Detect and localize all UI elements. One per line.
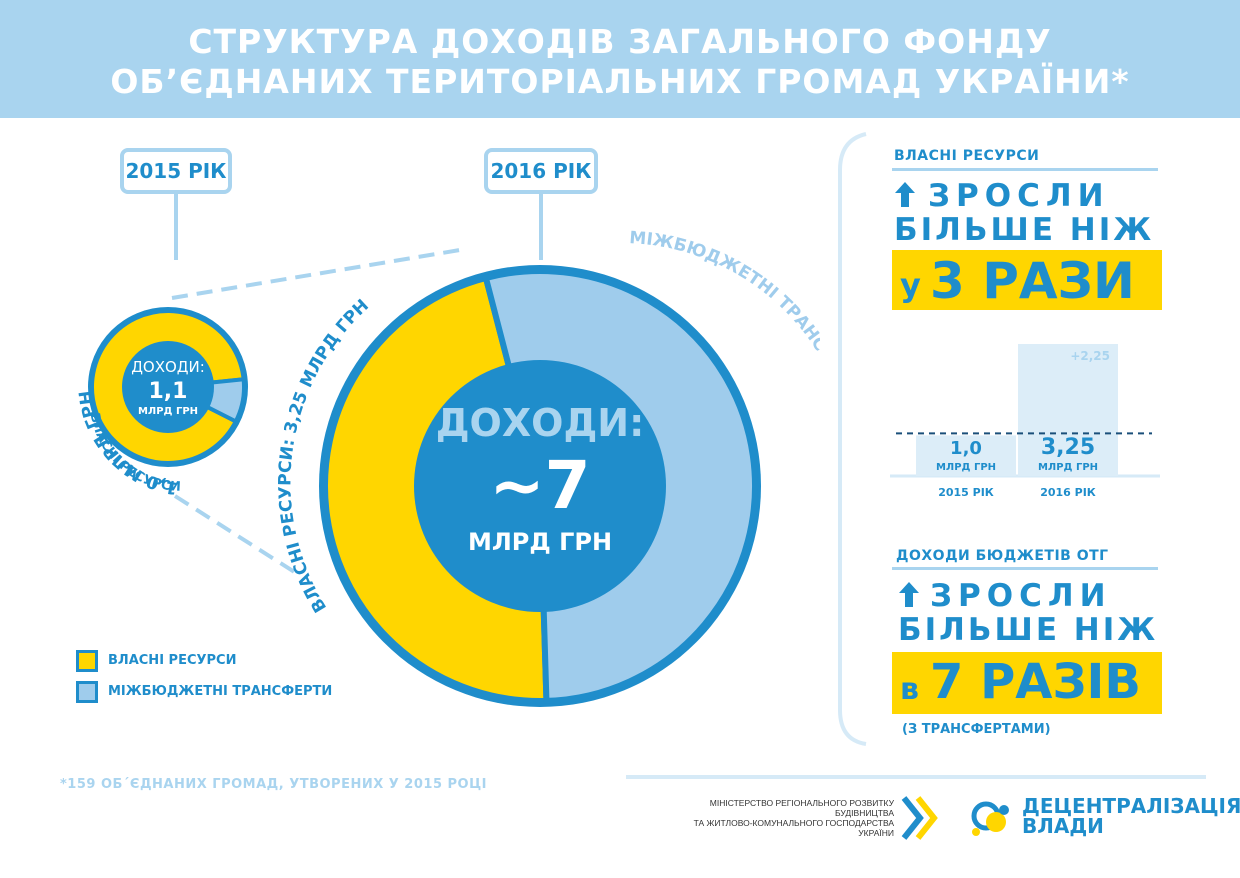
budget-income-band-value: 7 РАЗІВ (930, 654, 1141, 710)
own-resources-band (892, 250, 1162, 310)
year-2015-box: 2015 РІК (120, 148, 232, 194)
donut-charts: 1,0 МЛРД ГРН ВЛАСНІ РЕСУРСИ ВЛАСНІ РЕСУР… (76, 194, 820, 707)
ministry-line4: УКРАЇНИ (858, 828, 894, 838)
budget-income-band-prefix: в (900, 672, 919, 707)
own-resources-band-prefix: у (900, 266, 921, 304)
legend-transfers-label: МІЖБЮДЖЕТНІ ТРАНСФЕРТИ (108, 684, 333, 699)
own-resources-band-value: 3 РАЗИ (930, 252, 1135, 310)
center-2015-value: 1,1 (149, 379, 188, 404)
page-title-line1: СТРУКТУРА ДОХОДІВ ЗАГАЛЬНОГО ФОНДУ (188, 22, 1052, 61)
year-2016-box: 2016 РІК (484, 148, 598, 194)
ministry-text: МІНІСТЕРСТВО РЕГІОНАЛЬНОГО РОЗВИТКУ БУДІ… (640, 798, 894, 838)
ministry-line2: БУДІВНИЦТВА (835, 808, 894, 818)
budget-income-heading: ДОХОДИ БЮДЖЕТІВ ОТГ (896, 548, 1109, 564)
footnote: *159 ОБ´ЄДНАНИХ ГРОМАД, УТВОРЕНИХ У 2015… (60, 777, 487, 792)
budget-income-line1: ЗРОСЛИ (930, 578, 1112, 614)
own-resources-heading: ВЛАСНІ РЕСУРСИ (894, 148, 1040, 164)
bar-value-label: 3,25 (1041, 435, 1095, 460)
bar-2015-рік (916, 435, 1016, 476)
bar-2016-рік (1018, 344, 1118, 476)
center-2016-unit: МЛРД ГРН (468, 528, 612, 556)
center-2016-title: ДОХОДИ: (436, 401, 645, 445)
legend-own-label: ВЛАСНІ РЕСУРСИ (108, 653, 237, 668)
footer-rule (626, 775, 1206, 779)
bar-value-label: 1,0 (950, 438, 982, 459)
header-banner (0, 0, 1240, 118)
zoom-line-top (171, 248, 461, 300)
page-title-line2: ОБ’ЄДНАНИХ ТЕРИТОРІАЛЬНИХ ГРОМАД УКРАЇНИ… (110, 62, 1130, 101)
arrow-up-icon (899, 582, 919, 607)
bar-chart-marks: 1,0 МЛРД ГРН 2015 РІК 3,25 МЛРД ГРН 2016 РІК +… (890, 344, 1160, 499)
center-2015-title: ДОХОДИ: (131, 358, 205, 376)
own-resources-line1: ЗРОСЛИ (928, 178, 1110, 214)
bar-unit-label: МЛРД ГРН (1038, 462, 1098, 473)
center-2015-unit: МЛРД ГРН (138, 406, 198, 417)
brand-line1: ДЕЦЕНТРАЛІЗАЦІЯ (1022, 794, 1240, 818)
legend-transfers-swatch (76, 681, 98, 703)
donut-2016 (319, 265, 761, 707)
bar-chart: 1,0 МЛРД ГРН 2015 РІК 3,25 МЛРД ГРН 2016 РІК +… (890, 344, 1160, 499)
donut-center (414, 360, 666, 612)
bar-category-label: 2015 РІК (938, 486, 994, 499)
bar-category-label: 2016 РІК (1040, 486, 1096, 499)
bar-increase-label: +2,25 (1070, 349, 1110, 363)
ministry-logo-icon (901, 796, 938, 840)
ministry-line3: ТА ЖИТЛОВО-КОМУНАЛЬНОГО ГОСПОДАРСТВА (693, 818, 894, 828)
decentralization-logo-icon (971, 801, 1009, 836)
own-resources-line2: БІЛЬШЕ НІЖ (894, 212, 1155, 248)
budget-income-rule (892, 567, 1158, 570)
donut-center (122, 341, 214, 433)
budget-income-band (892, 652, 1162, 714)
panel-bracket (838, 132, 867, 746)
ministry-line1: МІНІСТЕРСТВО РЕГІОНАЛЬНОГО РОЗВИТКУ (709, 798, 894, 808)
legend-own-swatch (76, 650, 98, 672)
arrow-up-icon (895, 182, 915, 207)
center-2016-value: ~7 (489, 447, 590, 524)
budget-income-line2: БІЛЬШЕ НІЖ (898, 612, 1159, 648)
donut-2015 (88, 307, 248, 467)
budget-income-note: (З ТРАНСФЕРТАМИ) (902, 722, 1051, 737)
brand-line2: ВЛАДИ (1022, 814, 1104, 838)
own-resources-rule (892, 168, 1158, 171)
bar-unit-label: МЛРД ГРН (936, 462, 996, 473)
